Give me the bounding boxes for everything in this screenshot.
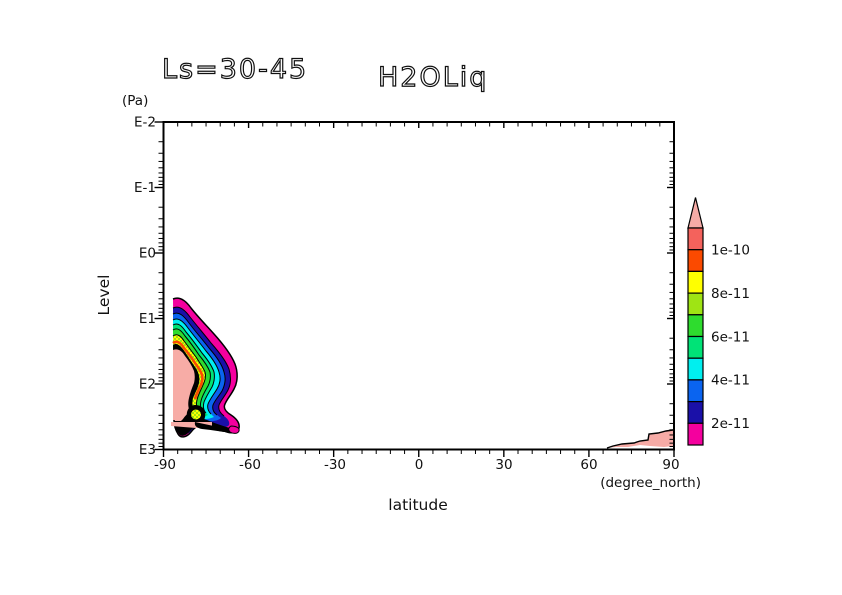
colorbar-label-8e-11: 8e-11 [711,286,750,302]
y-tick-label-e3: E3 [139,442,156,458]
south-polar-contour-region [171,297,240,438]
contour-line-7 [172,334,206,411]
colorbar-cell-yellow [687,270,704,294]
colorbar-label-6e-11: 6e-11 [711,329,750,345]
y-tick-label-e2: E2 [139,377,156,393]
x-tick-label-0: 0 [415,457,424,473]
contour-line-6 [172,328,211,412]
colorbar-cell-navy [687,401,704,424]
contour-core-lightpink [173,349,195,421]
colorbar-cell-blue [687,379,704,403]
y-tick-label-e-2: E-2 [134,115,156,131]
x-axis-title: latitude [388,496,447,514]
contour-line-outer [172,297,240,438]
tail-black-streak [194,422,237,433]
north-wedge-contour-line [606,429,674,449]
contour-pocket-core [191,409,201,420]
north-wedge-fill [607,430,673,448]
x-tick-label-60: 60 [580,457,597,473]
y-axis-title: Level [95,275,113,316]
colorbar-cell-orangered [687,249,704,272]
y-tick-label-e1: E1 [139,311,156,327]
axis-ticks [154,121,675,457]
colorbar-cell-magenta [687,422,704,446]
x-tick-label--90: -90 [154,457,176,473]
colorbar-cell-yellowgreen [687,292,704,316]
colorbar-label-1e-10: 1e-10 [711,243,750,259]
plot-title: H2OLiq [378,62,488,93]
x-tick-label-90: 90 [662,457,679,473]
tail-magenta-tip [228,425,240,434]
colorbar-labels: 1e-10 8e-11 6e-11 4e-11 2e-11 [711,243,750,433]
y-tick-labels: E-2 E-1 E0 E1 E2 E3 [134,115,156,459]
north-polar-contour-region [606,429,674,449]
y-tick-label-e-1: E-1 [134,180,156,196]
colorbar-cell-green [687,314,704,338]
colorbar [687,197,704,446]
panel-subtitle: Ls=30-45 [162,54,308,85]
colorbar-label-2e-11: 2e-11 [711,416,750,432]
colorbar-cell-springgreen [687,335,704,359]
colorbar-cell-cyan [687,357,704,381]
colorbar-label-4e-11: 4e-11 [711,373,750,389]
x-tick-label--60: -60 [239,457,261,473]
y-tick-label-e0: E0 [139,246,156,262]
colorbar-cell-salmon [687,227,704,251]
x-tick-label--30: -30 [324,457,346,473]
contour-line-4 [172,318,221,415]
contour-line-5 [172,323,215,414]
x-tick-labels: -90 -60 -30 0 30 60 90 [154,457,680,473]
contour-arc-orangered [172,340,204,400]
contour-line-2 [172,306,231,417]
x-tick-label-30: 30 [495,457,512,473]
y-axis-unit-label: (Pa) [122,93,148,109]
contour-line-overlays [172,297,240,438]
contour-line-3 [172,312,226,416]
x-axis-unit-label: (degree_north) [600,475,701,491]
